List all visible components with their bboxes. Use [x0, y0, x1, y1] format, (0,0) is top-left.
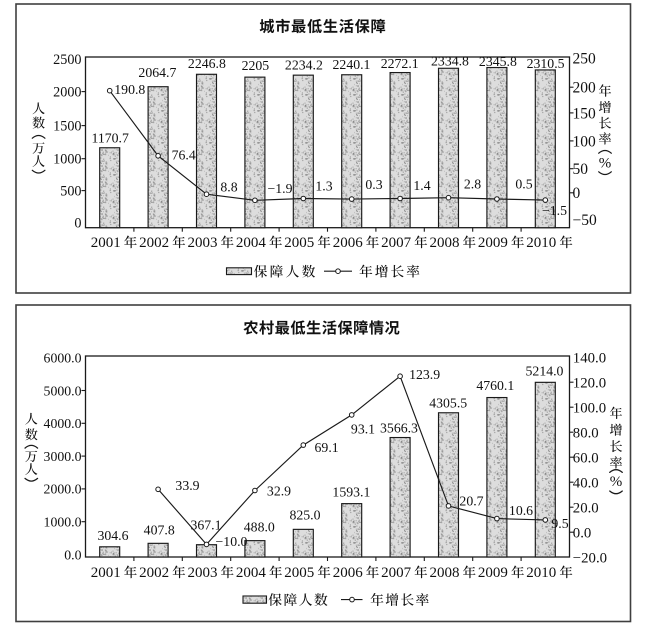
svg-text:2.8: 2.8: [464, 176, 481, 191]
svg-text:76.4: 76.4: [172, 148, 196, 163]
svg-text:6000.0: 6000.0: [44, 350, 82, 365]
svg-text:2009: 2009: [478, 565, 508, 581]
svg-text:2272.1: 2272.1: [381, 56, 419, 71]
svg-text:1593.1: 1593.1: [332, 485, 370, 500]
svg-text:367.1: 367.1: [190, 518, 221, 533]
svg-text:0: 0: [74, 215, 81, 231]
svg-text:20.0: 20.0: [573, 500, 599, 516]
svg-text:2010: 2010: [526, 235, 556, 251]
svg-text:60.0: 60.0: [573, 450, 599, 466]
svg-text:69.1: 69.1: [315, 440, 339, 455]
svg-text:2010: 2010: [526, 565, 556, 581]
svg-text:2064.7: 2064.7: [138, 65, 176, 80]
svg-text:2008: 2008: [430, 565, 460, 581]
svg-text:5214.0: 5214.0: [526, 363, 564, 378]
svg-text:1500: 1500: [53, 119, 81, 135]
svg-text:2008: 2008: [430, 235, 460, 251]
svg-text:0.3: 0.3: [365, 177, 382, 192]
svg-text:123.9: 123.9: [409, 367, 440, 382]
svg-text:93.1: 93.1: [351, 421, 375, 436]
svg-text:5000.0: 5000.0: [44, 383, 82, 398]
svg-text:407.8: 407.8: [144, 523, 175, 538]
svg-text:4305.5: 4305.5: [429, 396, 467, 411]
svg-text:3000.0: 3000.0: [44, 449, 82, 464]
svg-text:8.8: 8.8: [220, 179, 237, 194]
svg-text:4760.1: 4760.1: [476, 378, 514, 393]
svg-text:304.6: 304.6: [97, 528, 128, 543]
svg-text:120.0: 120.0: [573, 375, 606, 391]
svg-text:2003: 2003: [188, 565, 218, 581]
svg-text:0.5: 0.5: [515, 176, 532, 191]
svg-text:2002: 2002: [139, 235, 169, 251]
svg-text:9.5: 9.5: [551, 516, 568, 531]
svg-text:2006: 2006: [333, 565, 364, 581]
svg-text:1.4: 1.4: [413, 178, 430, 193]
svg-text:2234.2: 2234.2: [285, 57, 323, 72]
svg-text:0.0: 0.0: [64, 547, 81, 562]
svg-text:2002: 2002: [139, 565, 169, 581]
svg-text:−1.5: −1.5: [542, 203, 567, 218]
svg-text:2005: 2005: [284, 565, 314, 581]
svg-text:2004: 2004: [236, 565, 267, 581]
svg-text:40.0: 40.0: [573, 475, 599, 491]
svg-text:250: 250: [573, 50, 597, 67]
svg-text:−10.0: −10.0: [216, 534, 248, 549]
svg-text:32.9: 32.9: [267, 483, 291, 498]
svg-text:2007: 2007: [381, 235, 412, 251]
svg-text:2246.8: 2246.8: [188, 56, 226, 71]
svg-text:2205: 2205: [242, 58, 270, 73]
svg-text:80.0: 80.0: [573, 425, 599, 441]
svg-text:200: 200: [573, 80, 597, 97]
svg-text:190.8: 190.8: [114, 82, 145, 97]
svg-text:−1.9: −1.9: [267, 181, 292, 196]
svg-text:−20.0: −20.0: [573, 550, 607, 566]
svg-text:33.9: 33.9: [175, 478, 199, 493]
svg-text:20.7: 20.7: [459, 494, 483, 509]
svg-text:%: %: [610, 474, 623, 490]
svg-text:2000.0: 2000.0: [44, 482, 82, 497]
svg-text:1170.7: 1170.7: [91, 131, 129, 146]
svg-text:−50: −50: [573, 212, 597, 229]
svg-text:2007: 2007: [381, 565, 412, 581]
svg-text:2000: 2000: [53, 85, 81, 101]
svg-text:%: %: [599, 155, 612, 171]
svg-text:100: 100: [573, 133, 597, 150]
svg-text:2345.8: 2345.8: [479, 54, 517, 69]
svg-text:4000.0: 4000.0: [44, 416, 82, 431]
svg-text:150: 150: [573, 105, 597, 122]
svg-text:2005: 2005: [284, 235, 314, 251]
svg-text:1000.0: 1000.0: [44, 514, 82, 529]
svg-text:2004: 2004: [236, 235, 267, 251]
svg-text:1000: 1000: [53, 152, 81, 168]
svg-text:2240.1: 2240.1: [333, 57, 371, 72]
svg-text:2003: 2003: [188, 235, 218, 251]
svg-text:488.0: 488.0: [244, 519, 275, 534]
svg-text:2334.8: 2334.8: [431, 53, 469, 68]
svg-text:2500: 2500: [53, 52, 81, 68]
svg-text:2009: 2009: [478, 235, 508, 251]
svg-text:0: 0: [573, 185, 581, 202]
svg-text:2001: 2001: [91, 565, 121, 581]
svg-text:10.6: 10.6: [509, 503, 533, 518]
svg-text:1.3: 1.3: [315, 178, 332, 193]
svg-text:500: 500: [60, 184, 81, 200]
svg-text:2001: 2001: [91, 235, 121, 251]
svg-text:825.0: 825.0: [289, 507, 320, 522]
svg-text:140.0: 140.0: [573, 350, 606, 366]
svg-text:0.0: 0.0: [573, 525, 592, 541]
svg-text:2006: 2006: [333, 235, 364, 251]
svg-text:50: 50: [573, 161, 589, 178]
svg-text:100.0: 100.0: [573, 400, 606, 416]
svg-text:3566.3: 3566.3: [380, 420, 418, 435]
svg-text:2310.5: 2310.5: [527, 56, 565, 71]
